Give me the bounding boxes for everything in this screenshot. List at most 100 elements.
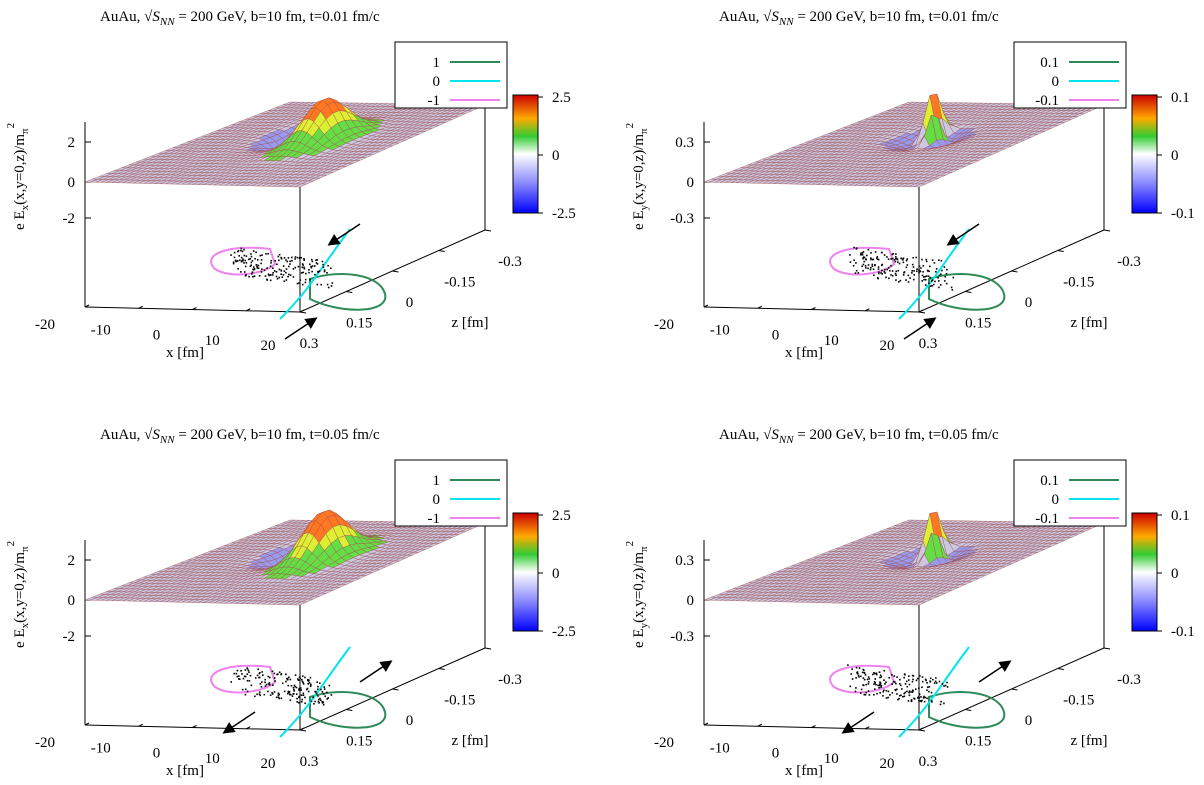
colorbar-gradient	[512, 94, 539, 214]
z-tick	[1011, 688, 1018, 691]
colorbar-gradient	[512, 512, 539, 632]
contour-zero	[898, 228, 970, 320]
contour-zero	[279, 228, 351, 320]
z-tick-label: 0.15	[346, 734, 372, 750]
legend-label: 1	[433, 55, 441, 71]
legend-label: 0.1	[1040, 473, 1059, 489]
x-tick	[811, 307, 816, 310]
x-tick-label: 0	[153, 328, 161, 344]
z-axis-label: z [fm]	[451, 315, 488, 331]
legend-label: 0	[1052, 492, 1060, 508]
x-tick	[138, 723, 143, 727]
y-axis-label: e Ex(x,y=0,z)/mπ2	[5, 123, 31, 230]
z-tick-label: 0.3	[300, 754, 319, 770]
surface-mesh	[84, 509, 486, 606]
z-tick	[299, 729, 307, 732]
z-tick-label: 0.3	[300, 336, 319, 352]
contour-zero	[279, 646, 351, 738]
z-tick	[299, 311, 307, 314]
x-tick-label: 10	[205, 751, 220, 767]
vertical-tick-label: -2	[63, 211, 76, 227]
x-tick	[192, 307, 197, 310]
colorbar-tick-label: 0	[552, 148, 560, 164]
arrow	[946, 223, 980, 246]
x-tick	[703, 722, 709, 726]
z-tick-label: 0.15	[346, 316, 372, 332]
legend-box	[1013, 459, 1127, 527]
floor-contours	[210, 228, 387, 320]
arrow	[903, 317, 937, 340]
arrow	[841, 711, 875, 734]
colorbar: 2.5 0 -2.5	[512, 508, 576, 640]
x-tick-label: -20	[654, 317, 674, 333]
x-tick-label: 20	[261, 338, 276, 354]
colorbar-gradient	[1131, 512, 1158, 632]
vertical-tick-label: 2	[68, 553, 76, 569]
z-tick-label: 0	[406, 295, 414, 311]
chart-title: AuAu, √SNN = 200 GeV, b=10 fm, t=0.05 fm…	[100, 427, 380, 446]
z-tick-label: -0.15	[1063, 275, 1094, 291]
legend-label: 0	[433, 74, 441, 90]
z-tick	[484, 647, 492, 650]
z-axis-label: z [fm]	[1070, 733, 1107, 749]
floor-front-edges	[703, 647, 1105, 731]
colorbar-tick-label: -2.5	[552, 206, 576, 222]
floor-front-edges	[84, 647, 486, 731]
legend-label: 0	[433, 492, 441, 508]
contour-low	[829, 664, 896, 694]
z-tick	[918, 729, 926, 732]
nucleus-arrows	[222, 660, 393, 734]
legend: 0.1 0 -0.1	[1013, 459, 1127, 527]
z-tick-label: -0.3	[1117, 672, 1141, 688]
z-tick	[484, 229, 492, 232]
y-axis-label: e Ey(x,y=0,z)/mπ2	[624, 541, 650, 648]
x-tick-label: 0	[153, 746, 161, 762]
z-tick-label: 0.15	[965, 316, 991, 332]
colorbar-tick-label: 0.1	[1171, 508, 1190, 524]
legend-label: 1	[433, 473, 441, 489]
x-tick	[84, 722, 90, 726]
vertical-tick-label: 2	[68, 135, 76, 151]
z-tick	[1057, 250, 1064, 252]
z-tick-label: 0	[1025, 295, 1033, 311]
floor-front-edges	[703, 229, 1105, 313]
y-axis-label: e Ex(x,y=0,z)/mπ2	[5, 541, 31, 648]
x-axis-label: x [fm]	[785, 345, 823, 361]
z-tick-label: -0.15	[1063, 693, 1094, 709]
x-tick-label: 0	[772, 746, 780, 762]
contour-low	[210, 664, 277, 694]
z-tick	[965, 291, 972, 293]
vertical-tick-label: 0	[687, 175, 695, 191]
floor-contours	[829, 228, 1006, 320]
contour-high	[928, 691, 1006, 729]
x-tick	[757, 305, 762, 309]
floor-contours	[210, 646, 387, 738]
z-tick-label: -0.15	[444, 275, 475, 291]
vertical-tick-label: 0.3	[675, 135, 694, 151]
nucleus-arrows	[903, 223, 980, 340]
colorbar: 0.1 0 -0.1	[1131, 508, 1195, 640]
z-tick	[392, 270, 399, 273]
z-axis-label: z [fm]	[451, 733, 488, 749]
colorbar-tick-label: 2.5	[552, 90, 571, 106]
colorbar-tick-label: -2.5	[552, 624, 576, 640]
x-tick-label: 10	[824, 751, 839, 767]
x-tick-label: 20	[880, 338, 895, 354]
z-tick-label: 0	[1025, 713, 1033, 729]
z-tick-label: 0.3	[919, 336, 938, 352]
z-tick	[438, 250, 445, 252]
x-tick-label: 0	[772, 328, 780, 344]
y-axis-label: e Ey(x,y=0,z)/mπ2	[624, 123, 650, 230]
x-tick-label: 20	[880, 756, 895, 772]
x-tick-label: -10	[710, 322, 730, 338]
x-tick-label: -20	[654, 735, 674, 751]
z-tick-label: 0.3	[919, 754, 938, 770]
legend-label: -0.1	[1035, 93, 1059, 109]
z-tick-label: -0.3	[498, 672, 522, 688]
contour-low	[829, 246, 896, 276]
x-tick	[811, 725, 816, 728]
nucleus-arrows	[284, 223, 361, 340]
x-axis-label: x [fm]	[166, 345, 204, 361]
x-tick-label: 10	[824, 333, 839, 349]
